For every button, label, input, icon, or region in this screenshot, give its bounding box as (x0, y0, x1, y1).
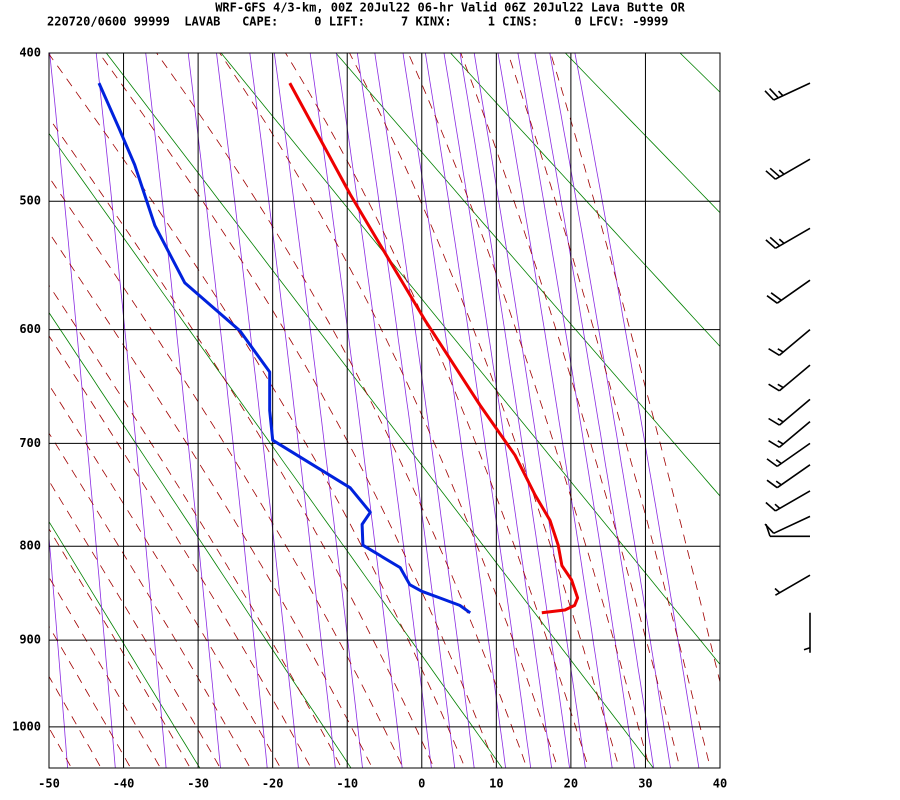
moist-adiabat (49, 231, 373, 768)
wind-barb (766, 279, 811, 304)
y-tick-label: 800 (19, 539, 41, 553)
moist-adiabat (49, 335, 312, 768)
x-tick-label: -10 (336, 777, 358, 791)
moist-adiabat (98, 53, 497, 768)
x-tick-label: 40 (713, 777, 727, 791)
profile-line (288, 82, 580, 615)
moist-adiabat (49, 384, 282, 768)
dry-adiabat (105, 53, 654, 768)
moist-adiabat (49, 480, 221, 768)
profile-line (97, 82, 472, 615)
wind-barb (768, 364, 811, 392)
mixing-ratio-line (216, 53, 299, 768)
moist-adiabat (49, 284, 343, 768)
mixing-ratio-line (402, 53, 507, 768)
wind-barb (765, 524, 810, 538)
mixing-ratio-line (517, 53, 635, 768)
mixing-ratio-line (249, 53, 336, 768)
moist-adiabat (49, 53, 466, 768)
x-tick-label: 30 (638, 777, 652, 791)
x-tick-label: 0 (418, 777, 425, 791)
moist-adiabat (49, 726, 72, 768)
wind-barb (764, 82, 811, 101)
mixing-ratio-line (424, 53, 532, 768)
moist-adiabat (49, 176, 404, 768)
mixing-ratio-line (473, 53, 586, 768)
wind-barb (768, 328, 811, 356)
mixing-ratio-line (145, 53, 221, 768)
mixing-ratio-line (95, 53, 167, 768)
mixing-ratio-line (534, 53, 655, 768)
dry-adiabat (49, 767, 50, 768)
moist-adiabat (49, 576, 161, 768)
wind-barb (765, 227, 811, 249)
x-tick-label: -40 (113, 777, 135, 791)
moist-adiabat (49, 117, 435, 768)
moist-adiabat (219, 53, 559, 768)
dry-adiabat (335, 53, 720, 497)
wind-barb (803, 612, 811, 653)
mixing-ratio-line (574, 53, 700, 768)
mixing-ratio-line (187, 53, 268, 768)
wind-barb (768, 398, 811, 426)
y-tick-label: 900 (19, 633, 41, 647)
x-tick-label: -20 (262, 777, 284, 791)
dry-adiabat (679, 53, 720, 93)
header-line-2: 220720/0600 99999 LAVAB CAPE: 0 LIFT: 7 … (47, 15, 668, 29)
moist-adiabat (156, 53, 528, 768)
dry-adiabat (220, 53, 720, 665)
wind-barb (766, 442, 811, 468)
x-tick-label: 10 (489, 777, 503, 791)
header-line-1: WRF-GFS 4/3-km, 00Z 20Jul22 06-hr Valid … (215, 1, 685, 15)
wind-barb (765, 490, 811, 512)
y-tick-label: 600 (19, 322, 41, 336)
moist-adiabat (507, 53, 711, 768)
mixing-ratio-line (0, 20, 12, 800)
mixing-ratio-line (49, 532, 69, 768)
y-tick-label: 500 (19, 194, 41, 208)
dry-adiabat (49, 520, 201, 768)
x-tick-label: -50 (38, 777, 60, 791)
wind-barb (766, 464, 811, 489)
dry-adiabat (760, 20, 900, 800)
mixing-ratio-line (549, 53, 671, 768)
x-tick-label: -30 (187, 777, 209, 791)
dry-adiabat (449, 53, 720, 348)
moist-adiabat (49, 675, 102, 768)
wind-barb (774, 574, 811, 596)
background-lines (0, 20, 900, 800)
y-tick-label: 700 (19, 436, 41, 450)
moist-adiabat (49, 432, 251, 768)
wind-barb (765, 158, 811, 180)
y-tick-label: 1000 (12, 719, 41, 733)
moist-adiabat (285, 53, 589, 768)
moist-adiabat (349, 53, 620, 768)
moist-adiabat (49, 528, 191, 768)
dry-adiabat (49, 311, 352, 768)
dry-adiabat (49, 132, 503, 768)
moist-adiabat (49, 625, 132, 768)
moist-adiabat (407, 53, 651, 768)
x-tick-label: 20 (564, 777, 578, 791)
wind-barb (768, 420, 811, 448)
wind-barb (764, 515, 811, 535)
dry-adiabat (873, 20, 900, 800)
mixing-ratio-line (497, 53, 613, 768)
y-tick-label: 400 (19, 46, 41, 60)
